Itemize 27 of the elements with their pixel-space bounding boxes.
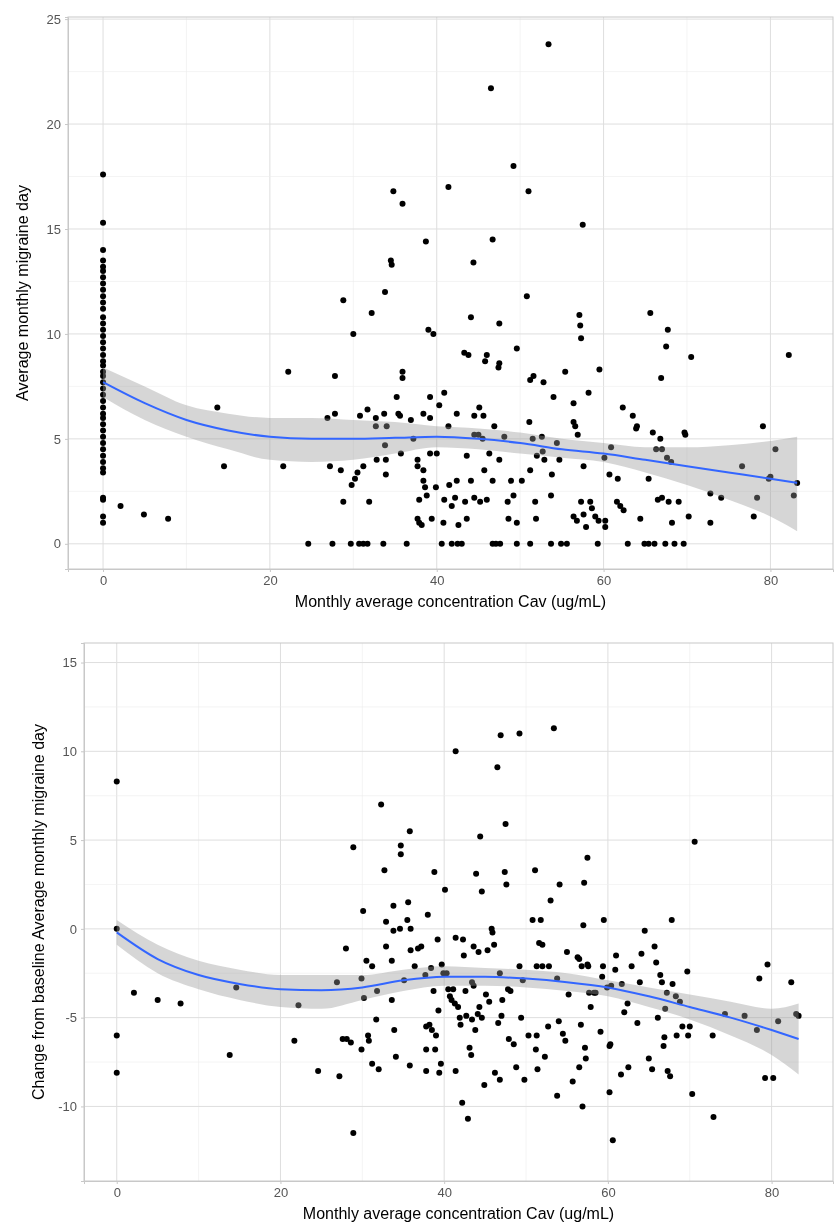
x-axis-title: Monthly average concentration Cav (ug/mL) xyxy=(294,593,607,610)
x-axis-title: Monthly average concentration Cav (ug/mL) xyxy=(302,1205,615,1222)
y-tick-label: 10 xyxy=(46,326,61,342)
y-tick-label: 0 xyxy=(53,536,61,552)
y-tick-label: 25 xyxy=(46,11,61,27)
x-tick-label: 20 xyxy=(263,573,278,589)
x-tick-label: 80 xyxy=(764,1185,780,1201)
x-tick-label: 0 xyxy=(99,573,108,589)
y-tick-label: -10 xyxy=(58,1099,77,1115)
x-tick-label: 0 xyxy=(113,1185,121,1201)
y-tick-label: 5 xyxy=(53,431,61,447)
y-axis-title: Average monthly migraine day xyxy=(14,185,31,401)
y-axis-title: Change from baseline Average monthly migraine day xyxy=(30,724,47,1100)
y-tick-label: 15 xyxy=(46,221,61,237)
x-tick-label: 20 xyxy=(273,1185,289,1201)
line-series xyxy=(102,381,799,484)
x-tick-label: 40 xyxy=(437,1185,452,1201)
y-tick-label: 5 xyxy=(69,832,77,848)
y-tick-label: 20 xyxy=(46,116,61,132)
y-tick-label: 15 xyxy=(62,655,77,671)
x-tick-label: 40 xyxy=(430,573,445,589)
y-tick-label: 0 xyxy=(69,921,77,937)
x-tick-label: 60 xyxy=(601,1185,616,1201)
x-tick-label: 60 xyxy=(596,573,612,589)
y-tick-label: 10 xyxy=(62,743,77,759)
x-tick-label: 80 xyxy=(763,573,779,589)
y-tick-label: -5 xyxy=(65,1010,77,1026)
